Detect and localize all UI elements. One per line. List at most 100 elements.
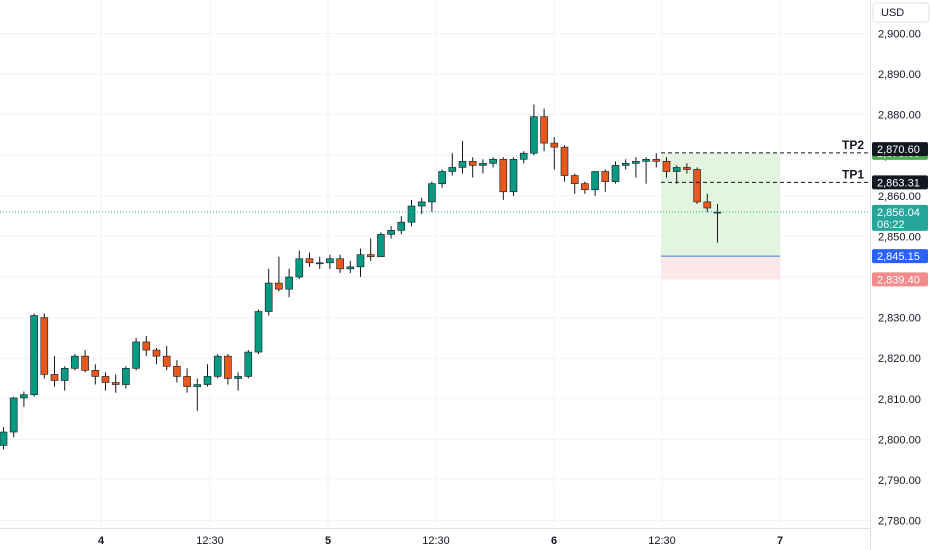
candle-body xyxy=(152,349,161,357)
candle-body xyxy=(305,258,314,264)
candle-up xyxy=(417,197,426,215)
candle-up xyxy=(0,427,8,450)
candle-body xyxy=(142,341,151,351)
candle-up xyxy=(479,159,487,174)
candle-body xyxy=(71,355,79,369)
candle-body xyxy=(264,282,273,312)
candle-down xyxy=(183,368,191,393)
candle-body xyxy=(591,171,599,191)
candle-down xyxy=(560,145,569,182)
candle-body xyxy=(560,146,569,176)
candle-up xyxy=(285,268,293,298)
candle-up xyxy=(509,157,518,196)
candle-body xyxy=(489,159,497,164)
candle-up xyxy=(377,232,385,258)
entry-price-tag: 2,845.15 xyxy=(872,249,928,264)
x-tick-label: 12:30 xyxy=(648,535,676,547)
candle-body xyxy=(30,315,38,395)
candle-body xyxy=(193,384,202,387)
candle-body xyxy=(448,167,457,172)
profit-zone xyxy=(661,152,780,257)
candle-down xyxy=(601,169,610,192)
y-tick-label: 2,830.00 xyxy=(878,313,921,325)
x-tick-label: 6 xyxy=(551,535,557,547)
candle-body xyxy=(162,355,171,367)
candle-up xyxy=(438,169,446,188)
tp2-price-tag-text: 2,870.60 xyxy=(877,144,920,156)
y-tick-label: 2,860.00 xyxy=(878,191,921,203)
candle-body xyxy=(111,382,120,385)
y-tick-label: 2,880.00 xyxy=(878,110,921,122)
candle-up xyxy=(611,161,620,184)
candle-up xyxy=(326,254,334,269)
candle-down xyxy=(540,108,548,152)
candle-body xyxy=(275,282,283,290)
time-axis[interactable]: 4 12:30 5 12:30 6 12:30 7 xyxy=(98,535,783,547)
candle-down xyxy=(336,254,344,273)
last-price-tag-box xyxy=(872,204,928,231)
candle-up xyxy=(315,256,324,269)
currency-badge[interactable]: USD xyxy=(872,2,930,23)
candle-down xyxy=(111,374,120,393)
candle-body xyxy=(683,167,691,170)
candle-up xyxy=(356,248,365,277)
candle-up xyxy=(591,171,599,196)
candle-down xyxy=(366,238,375,261)
candle-down xyxy=(703,193,712,213)
candle-up xyxy=(519,151,528,164)
candle-down xyxy=(152,348,161,365)
candle-up xyxy=(254,309,263,355)
entry-price-tag-box xyxy=(872,249,928,264)
loss-zone xyxy=(661,256,780,280)
candle-body xyxy=(366,254,375,258)
candle-up xyxy=(642,157,650,184)
candle-body xyxy=(244,351,253,377)
candle-body xyxy=(295,258,304,278)
candle-up xyxy=(295,250,304,280)
price-tags: 2,870.602,870.602,863.312,856.0406:222,8… xyxy=(872,142,928,287)
candle-body xyxy=(468,161,477,166)
candle-body xyxy=(417,201,426,207)
candle-body xyxy=(662,161,671,172)
candle-body xyxy=(397,221,406,231)
candle-body xyxy=(224,355,232,379)
candle-body xyxy=(458,161,467,168)
candle-down xyxy=(142,335,151,357)
tp2-price-tag-box xyxy=(872,142,928,157)
take-profit-label: TP1 xyxy=(842,167,864,181)
candle-body xyxy=(101,376,110,383)
candle-down xyxy=(550,136,559,170)
candle-down xyxy=(91,364,100,385)
tp1-price-tag: 2,863.31 xyxy=(872,175,928,190)
candle-body xyxy=(601,171,610,182)
candle-body xyxy=(652,159,661,162)
last-price-tag-text: 2,856.04 xyxy=(877,207,920,219)
candle-body xyxy=(387,230,395,235)
stop-price-tag-box xyxy=(872,272,928,287)
candle-body xyxy=(550,142,559,148)
chart-grid xyxy=(0,0,870,528)
candle-body xyxy=(173,365,181,377)
candle-body xyxy=(621,163,630,166)
candle-up xyxy=(397,216,406,235)
candle-body xyxy=(315,262,324,265)
price-overlays: TP2 TP1 xyxy=(0,138,870,213)
candle-body xyxy=(632,161,640,164)
candle-body xyxy=(234,376,242,379)
candle-body xyxy=(509,159,518,193)
candle-body xyxy=(40,317,49,375)
candle-body xyxy=(122,368,130,385)
candle-up xyxy=(20,391,28,407)
candle-up xyxy=(448,153,457,176)
candle-up xyxy=(672,165,681,184)
candle-body xyxy=(693,169,701,203)
tp2-price-tag: 2,870.60 xyxy=(872,142,928,157)
y-tick-label: 2,820.00 xyxy=(878,353,921,365)
candle-up xyxy=(264,268,273,316)
candle-up xyxy=(60,366,69,391)
candle-body xyxy=(611,165,620,182)
candle-body xyxy=(428,183,436,203)
candle-down xyxy=(499,157,508,200)
y-tick-label: 2,890.00 xyxy=(878,69,921,81)
